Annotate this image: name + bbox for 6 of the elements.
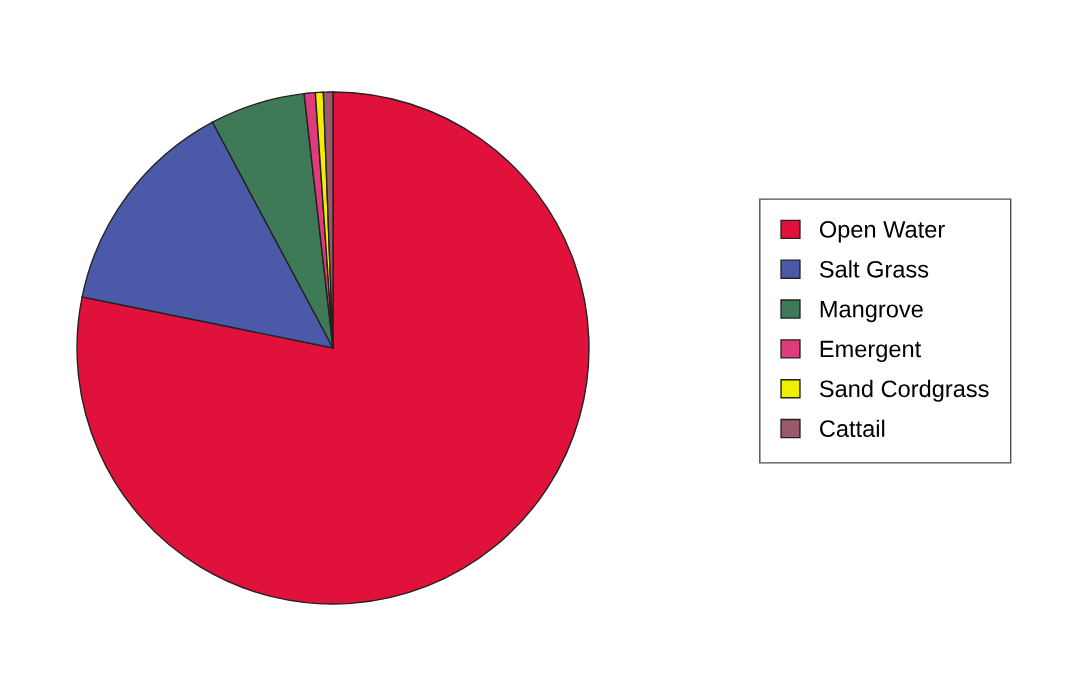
- legend-label: Open Water: [819, 221, 945, 243]
- legend-label: Mangrove: [820, 301, 923, 323]
- legend-label: Emergent: [820, 340, 922, 362]
- legend-label: Sand Cordgrass: [819, 379, 989, 402]
- legend-label: Cattail: [820, 419, 885, 438]
- legend-label: Salt Grass: [819, 260, 929, 278]
